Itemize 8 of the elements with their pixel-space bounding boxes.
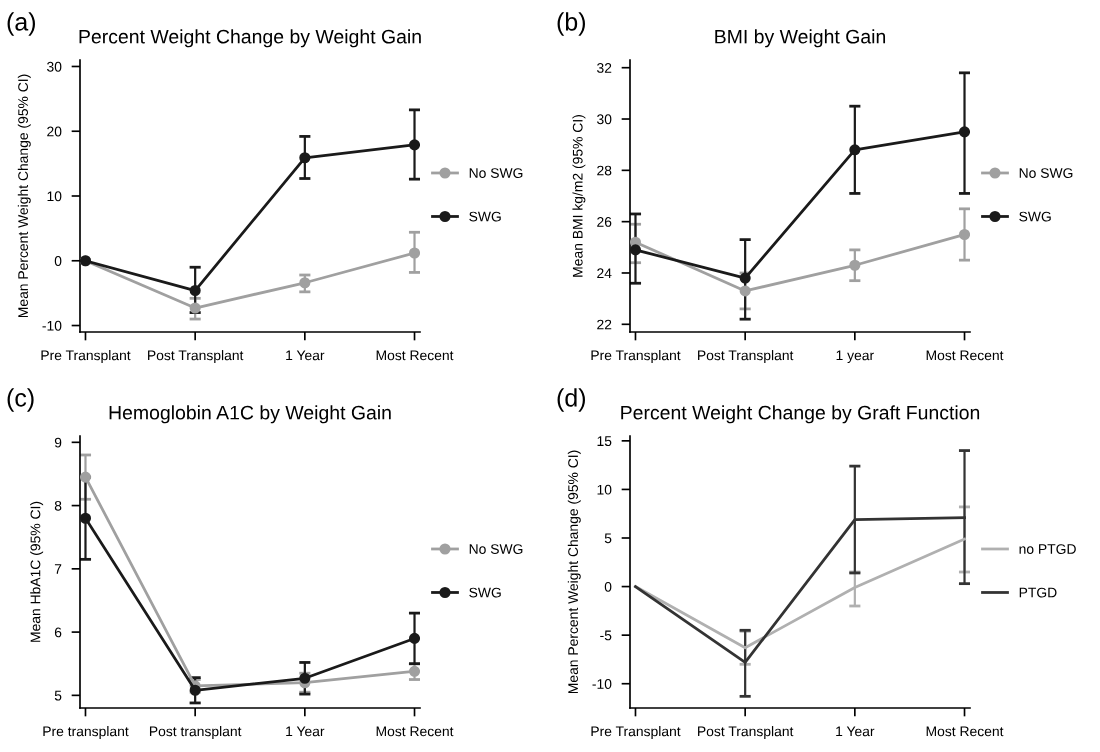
text: (d) [557,388,585,412]
text: (a) [7,12,35,36]
chart-title: BMI by Weight Gain [715,29,886,48]
chart-title: Percent Weight Change by Weight Gain [79,29,421,48]
chart-title: Hemoglobin A1C by Weight Gain [109,405,391,424]
chart-title: Percent Weight Change by Graft Function [621,405,980,424]
text: (b) [557,12,585,36]
text: (c) [7,388,34,412]
